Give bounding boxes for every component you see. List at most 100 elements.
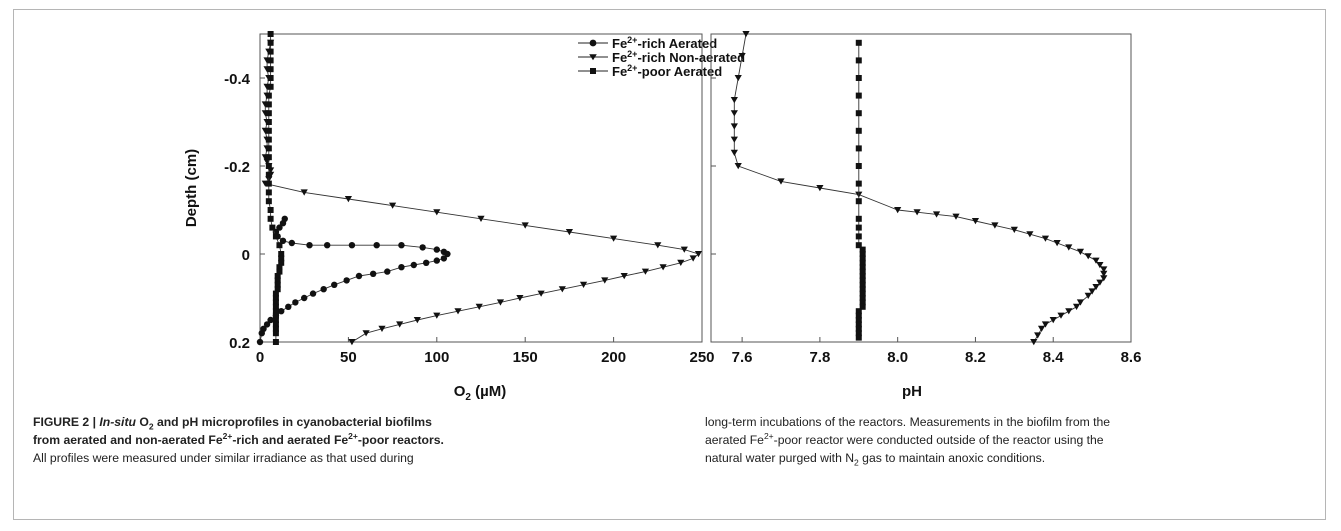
data-point-triangle xyxy=(641,268,650,275)
caption-text-2: long-term incubations of the reactors. M… xyxy=(705,415,1111,429)
data-point-circle xyxy=(355,272,363,280)
data-point-square xyxy=(265,171,272,178)
data-point-triangle xyxy=(1092,257,1100,264)
o2-yticks: -0.4 -0.2 0 0.2 xyxy=(224,71,265,352)
series-line xyxy=(264,42,700,343)
ph-xtick-label: 8.4 xyxy=(1043,349,1065,366)
ph-xticks: 7.6 7.8 8.0 8.2 8.4 8.6 xyxy=(732,337,1141,366)
data-point-triangle xyxy=(601,277,609,284)
data-point-circle xyxy=(422,259,430,266)
o2-plot-frame xyxy=(259,33,703,343)
data-point-triangle xyxy=(1076,248,1085,255)
data-point-square xyxy=(855,308,862,315)
data-point-circle xyxy=(278,308,285,315)
data-point-triangle xyxy=(730,110,738,117)
data-point-square xyxy=(265,154,272,161)
svg-text:Fe2+-rich Aerated: Fe2+-rich Aerated xyxy=(612,35,717,51)
data-point-square xyxy=(855,198,862,205)
series-circle xyxy=(256,215,451,346)
data-point-triangle xyxy=(389,202,397,209)
data-point-triangle xyxy=(991,222,999,229)
data-point-triangle xyxy=(396,321,404,328)
caption-right-column: long-term incubations of the reactors. M… xyxy=(705,413,1305,467)
data-point-square xyxy=(278,259,285,266)
data-point-circle xyxy=(331,281,338,288)
data-point-square xyxy=(265,198,272,205)
data-point-triangle xyxy=(477,215,485,222)
legend-marker-circle xyxy=(589,39,597,47)
data-point-circle xyxy=(433,257,440,264)
data-point-circle xyxy=(306,242,313,249)
data-point-circle xyxy=(256,338,264,346)
data-point-circle xyxy=(288,239,296,247)
data-point-triangle xyxy=(734,163,742,170)
data-point-square xyxy=(265,92,272,99)
data-point-triangle xyxy=(565,229,573,236)
data-point-triangle xyxy=(730,97,738,104)
data-point-triangle xyxy=(1100,275,1108,282)
data-point-square xyxy=(855,224,862,231)
o2-x-axis-label: O2 (µM) xyxy=(454,383,507,400)
data-point-square xyxy=(859,286,866,293)
data-point-square xyxy=(272,295,279,301)
data-point-circle xyxy=(440,255,448,262)
ph-xtick-label: 8.0 xyxy=(887,349,908,366)
o2-ytick-label: -0.4 xyxy=(224,71,251,88)
caption-title: FIGURE 2 | In-situ O2 and pH microprofil… xyxy=(33,415,444,447)
data-point-square xyxy=(855,127,862,134)
data-point-circle xyxy=(258,330,265,337)
data-point-square xyxy=(855,215,862,222)
data-point-triangle xyxy=(579,281,588,288)
data-point-square xyxy=(272,233,279,240)
data-point-triangle xyxy=(777,178,785,185)
series-line xyxy=(259,218,449,343)
data-point-triangle xyxy=(730,136,738,143)
data-point-square xyxy=(265,189,272,196)
data-point-square xyxy=(855,163,862,169)
data-point-square xyxy=(274,286,281,293)
o2-xtick-label: 0 xyxy=(256,349,264,366)
data-point-triangle xyxy=(1096,279,1104,286)
data-point-square xyxy=(265,136,272,143)
data-point-square xyxy=(859,290,866,297)
svg-text:Fe2+-poor Aerated: Fe2+-poor Aerated xyxy=(612,63,722,79)
data-point-square xyxy=(855,180,862,187)
data-point-square xyxy=(265,145,272,152)
data-point-circle xyxy=(301,294,308,302)
data-point-triangle xyxy=(738,53,746,60)
data-point-circle xyxy=(263,321,271,328)
data-point-triangle xyxy=(610,235,618,242)
data-point-triangle xyxy=(433,209,441,216)
data-point-circle xyxy=(276,224,283,231)
data-point-square xyxy=(278,255,285,262)
data-point-square xyxy=(272,299,279,306)
data-point-square xyxy=(267,39,274,46)
ph-panel: 7.6 7.8 8.0 8.2 8.4 8.6 pH xyxy=(710,31,1141,400)
data-point-square xyxy=(859,246,866,253)
data-point-square xyxy=(855,145,862,152)
data-point-square xyxy=(855,110,862,117)
data-point-square xyxy=(272,321,279,328)
data-point-circle xyxy=(279,220,287,227)
data-point-square xyxy=(265,180,272,187)
data-point-circle xyxy=(343,277,350,284)
data-point-square xyxy=(855,233,862,240)
data-point-triangle xyxy=(1026,231,1034,238)
data-point-square xyxy=(276,264,283,271)
data-point-square xyxy=(267,207,274,213)
data-point-triangle xyxy=(413,317,421,324)
legend-marker-triangle xyxy=(589,54,597,61)
figure-frame: -0.4 -0.2 0 0.2 0 50 100 150 200 250 Depth (cm) … xyxy=(13,9,1326,520)
data-point-triangle xyxy=(1065,244,1073,251)
o2-ytick-label: -0.2 xyxy=(224,159,250,176)
data-point-triangle xyxy=(1092,284,1100,291)
data-point-circle xyxy=(398,264,405,271)
ph-xtick-label: 7.6 xyxy=(732,349,753,366)
legend-entry-fe-rich-non-aerated: Fe2+-rich Non-aerated xyxy=(578,49,745,65)
data-point-triangle xyxy=(1088,288,1096,295)
data-point-square xyxy=(274,281,281,288)
data-point-triangle xyxy=(730,149,738,156)
data-point-triangle xyxy=(1100,266,1108,273)
data-point-square xyxy=(276,242,283,249)
data-point-circle xyxy=(444,250,451,258)
